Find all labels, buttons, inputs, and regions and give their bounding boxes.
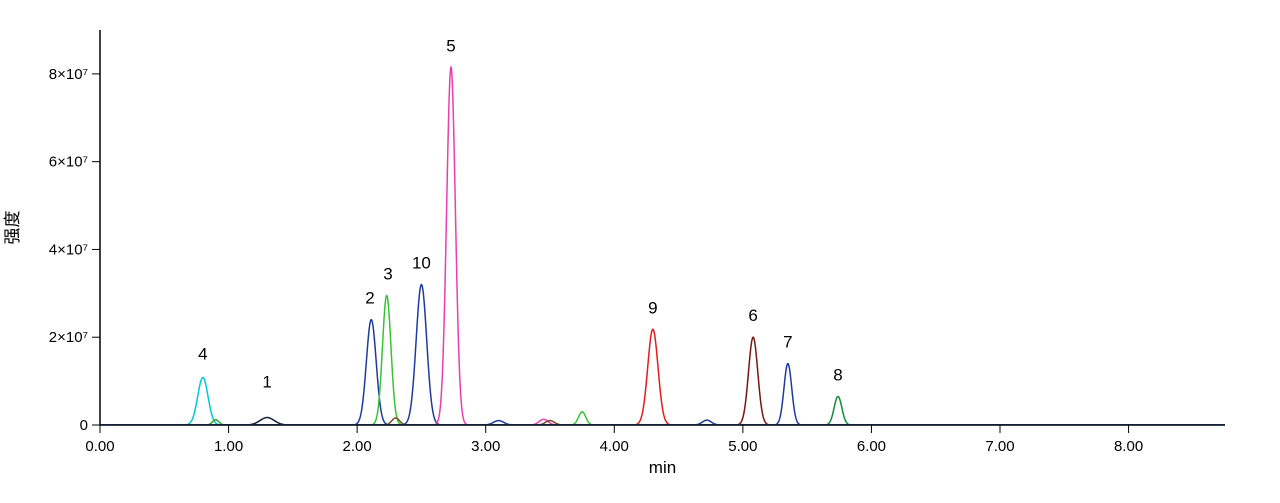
x-tick-label: 7.00 (985, 438, 1014, 455)
peak-label-1: 1 (262, 373, 271, 392)
peak-label-7: 7 (783, 333, 792, 352)
peak-4 (181, 378, 224, 425)
peak-label-9: 9 (648, 298, 657, 317)
peak-8 (822, 396, 854, 425)
chart-svg: 0.00 1.00 2.00 3.00 4.00 5.00 6.00 7.00 8.00 min 0… (0, 0, 1280, 503)
y-tick-label: 4×10⁷ (49, 241, 88, 258)
peak-1 (237, 418, 296, 425)
peak-2 (351, 320, 392, 425)
y-axis-label: 强度 (3, 211, 22, 245)
x-tick-label: 3.00 (471, 438, 500, 455)
peak-label-4: 4 (198, 345, 207, 364)
y-tick-label: 6×10⁷ (49, 154, 88, 171)
peak-9 (631, 329, 674, 425)
peak-label-2: 2 (365, 289, 374, 308)
peak-label-10: 10 (412, 254, 431, 273)
peak-label-5: 5 (446, 36, 455, 55)
x-tick-label: 2.00 (343, 438, 372, 455)
peak-minor-11 (567, 412, 597, 425)
peak-10 (399, 285, 443, 425)
x-tick-label: 6.00 (857, 438, 886, 455)
x-tick-label: 4.00 (600, 438, 629, 455)
x-tick-label: 0.00 (85, 438, 114, 455)
peak-label-6: 6 (748, 306, 757, 325)
chromatogram-chart: 0.00 1.00 2.00 3.00 4.00 5.00 6.00 7.00 8.00 min 0… (0, 0, 1280, 503)
y-tick-label: 0 (80, 417, 88, 434)
peak-label-8: 8 (833, 365, 842, 384)
peak-3 (369, 296, 405, 425)
peak-7 (772, 364, 804, 425)
x-tick-label: 5.00 (728, 438, 757, 455)
peak-6 (734, 337, 773, 425)
peak-label-3: 3 (383, 265, 392, 284)
plot-area (100, 67, 1225, 425)
x-axis-label: min (649, 458, 676, 477)
x-tick-label: 1.00 (214, 438, 243, 455)
peak-5 (433, 67, 470, 425)
y-tick-label: 2×10⁷ (49, 329, 88, 346)
y-tick-label: 8×10⁷ (49, 66, 88, 83)
x-tick-label: 8.00 (1114, 438, 1143, 455)
